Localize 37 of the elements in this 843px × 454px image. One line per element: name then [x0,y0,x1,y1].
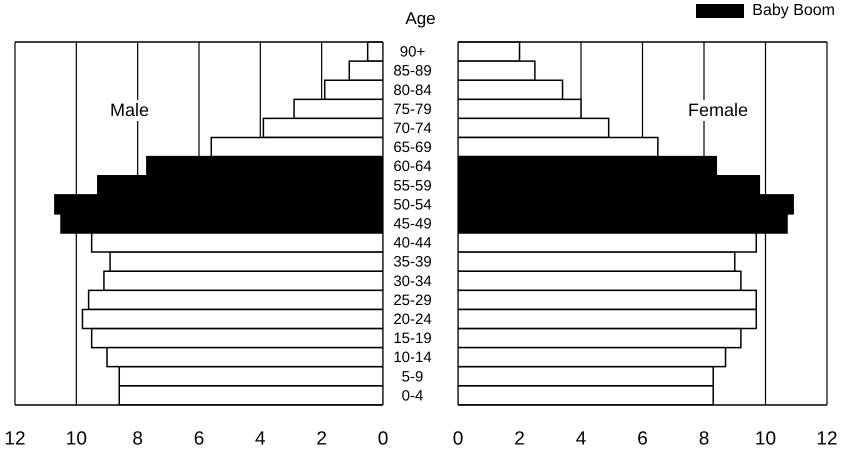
annotation: Female [686,100,750,121]
x-tick-label: 8 [698,428,710,450]
y-tick-label: 10-14 [393,349,432,366]
y-tick-label: 15-19 [393,330,432,348]
y-tick-label: 0-4 [402,387,424,404]
x-tick-label: 2 [316,428,327,450]
x-tick-label: 12 [4,428,26,450]
y-tick-label: 50-54 [393,196,432,214]
x-tick-label: 0 [452,428,464,450]
y-tick-label: 45-49 [393,216,432,232]
y-tick-label: 30-34 [393,272,432,290]
x-tick-label: 0 [378,428,388,450]
annotation: Male [108,100,152,121]
y-tick-label: 55-59 [393,177,432,194]
x-tick-label: 12 [816,428,838,450]
y-tick-label: 65-69 [393,139,432,156]
x-tick-label: 4 [255,428,266,450]
x-tick-label: 4 [576,428,587,450]
y-tick-label: 35-39 [393,254,432,271]
y-tick-label: 40-44 [393,234,432,252]
x-tick-label: 6 [194,428,204,450]
x-tick-label: 6 [637,428,648,450]
y-tick-label: 90+ [400,44,426,61]
x-tick-label: 2 [514,428,525,450]
y-tick-label: 25-29 [393,292,432,309]
x-tick-label: 8 [132,428,143,450]
y-axis-title: Age [404,9,437,29]
y-tick-label: 80-84 [393,82,432,99]
y-tick-label: 60-64 [393,158,432,176]
legend-label: Baby Boom [752,2,835,20]
y-tick-label: 20-24 [393,311,432,328]
y-tick-label: 75-79 [393,100,432,118]
y-tick-label: 85-89 [393,62,432,80]
y-tick-label: 70-74 [393,120,432,137]
x-tick-label: 10 [754,428,776,450]
x-tick-label: 10 [66,428,87,450]
y-tick-label: 5-9 [402,368,424,386]
